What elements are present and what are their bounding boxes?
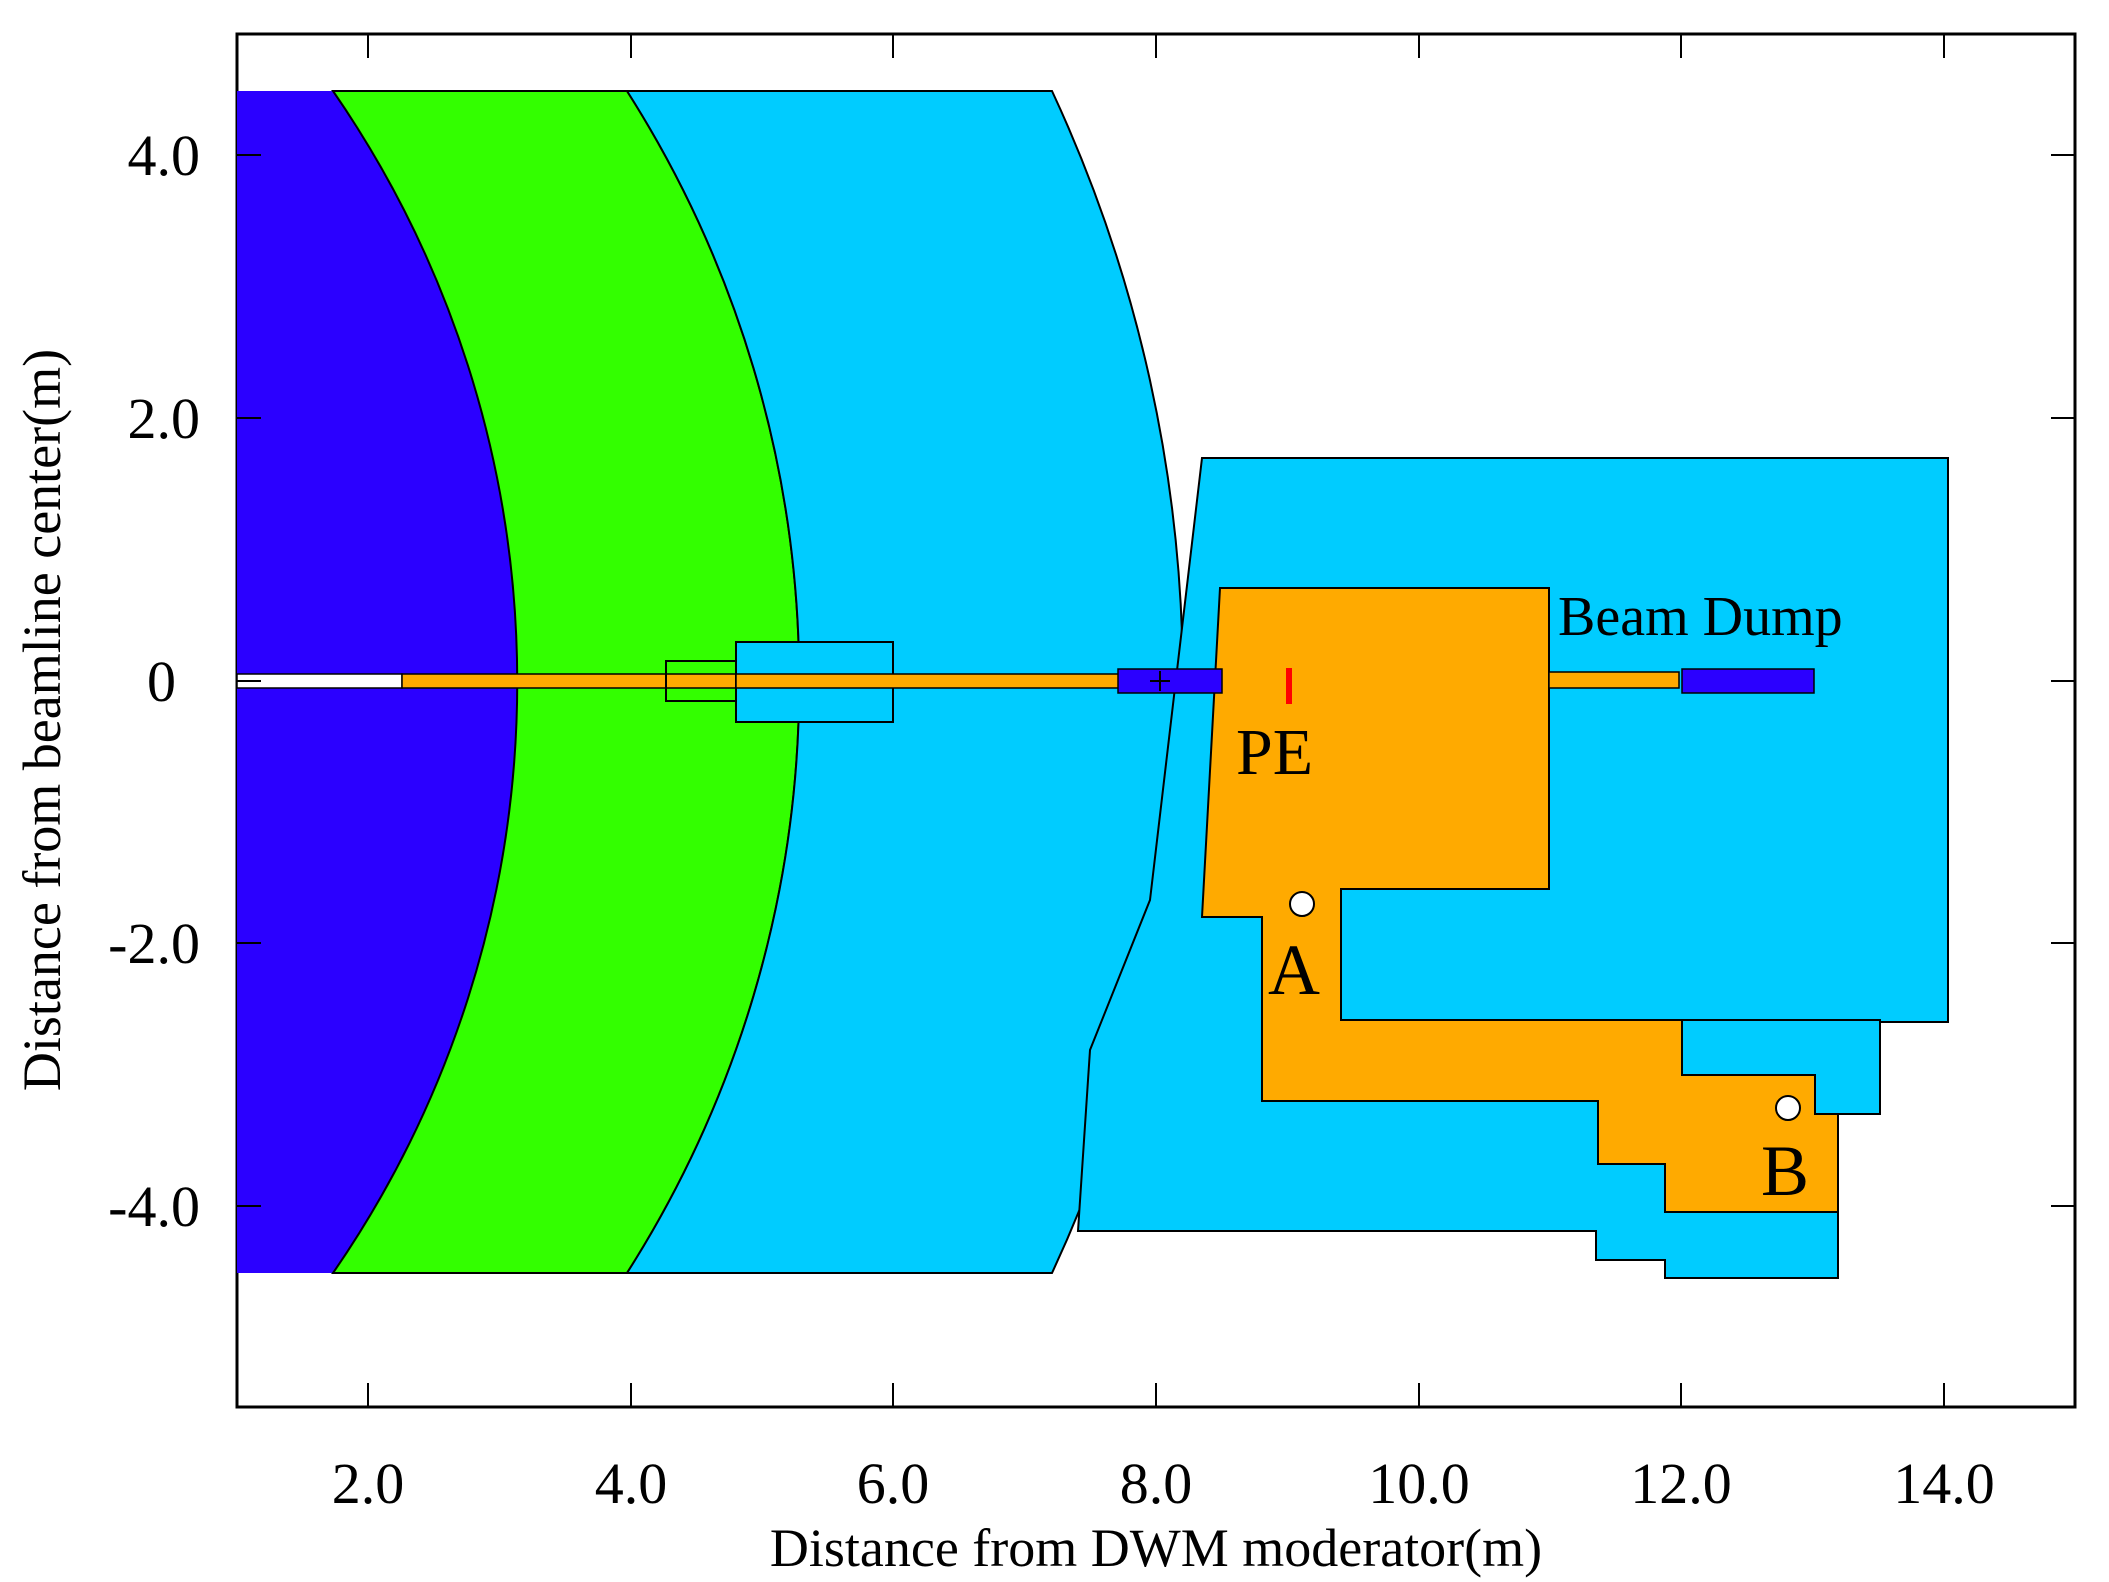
x-tick-label: 14.0	[1893, 1451, 1995, 1516]
beamline-vacuum	[236, 673, 403, 689]
x-tick-label: 6.0	[857, 1451, 930, 1516]
beam-dump-interior	[1200, 587, 1839, 1213]
y-tick-label: 4.0	[128, 123, 201, 188]
beamline-dump-core	[1681, 668, 1815, 694]
y-tick-label: -2.0	[108, 911, 200, 976]
x-axis-title: Distance from DWM moderator(m)	[770, 1518, 1542, 1578]
y-axis-ticks	[237, 154, 2075, 1207]
shield-step-notch	[1681, 1019, 1881, 1115]
y-tick-label: 0	[147, 649, 176, 714]
point-a-label: A	[1268, 930, 1320, 1010]
beam-dump-label: Beam Dump	[1558, 586, 1843, 648]
x-axis-ticks	[367, 34, 1945, 1407]
point-b-label: B	[1761, 1131, 1809, 1211]
x-tick-label: 8.0	[1120, 1451, 1193, 1516]
x-tick-label: 12.0	[1630, 1451, 1732, 1516]
x-tick-label: 4.0	[595, 1451, 668, 1516]
beamline-collimator	[1117, 668, 1223, 694]
point-b-marker	[1775, 1095, 1801, 1121]
beamline-pipe-dump	[1548, 671, 1680, 689]
beamline-pipe-upstream	[401, 673, 737, 689]
point-a-marker	[1289, 891, 1315, 917]
x-tick-label: 10.0	[1368, 1451, 1470, 1516]
pe-label: PE	[1236, 716, 1313, 789]
y-tick-label: -4.0	[108, 1174, 200, 1239]
y-tick-label: 2.0	[128, 386, 201, 451]
pe-marker	[1286, 668, 1292, 704]
y-axis-title: Distance from beamline center(m)	[12, 349, 72, 1091]
x-tick-label: 2.0	[332, 1451, 405, 1516]
